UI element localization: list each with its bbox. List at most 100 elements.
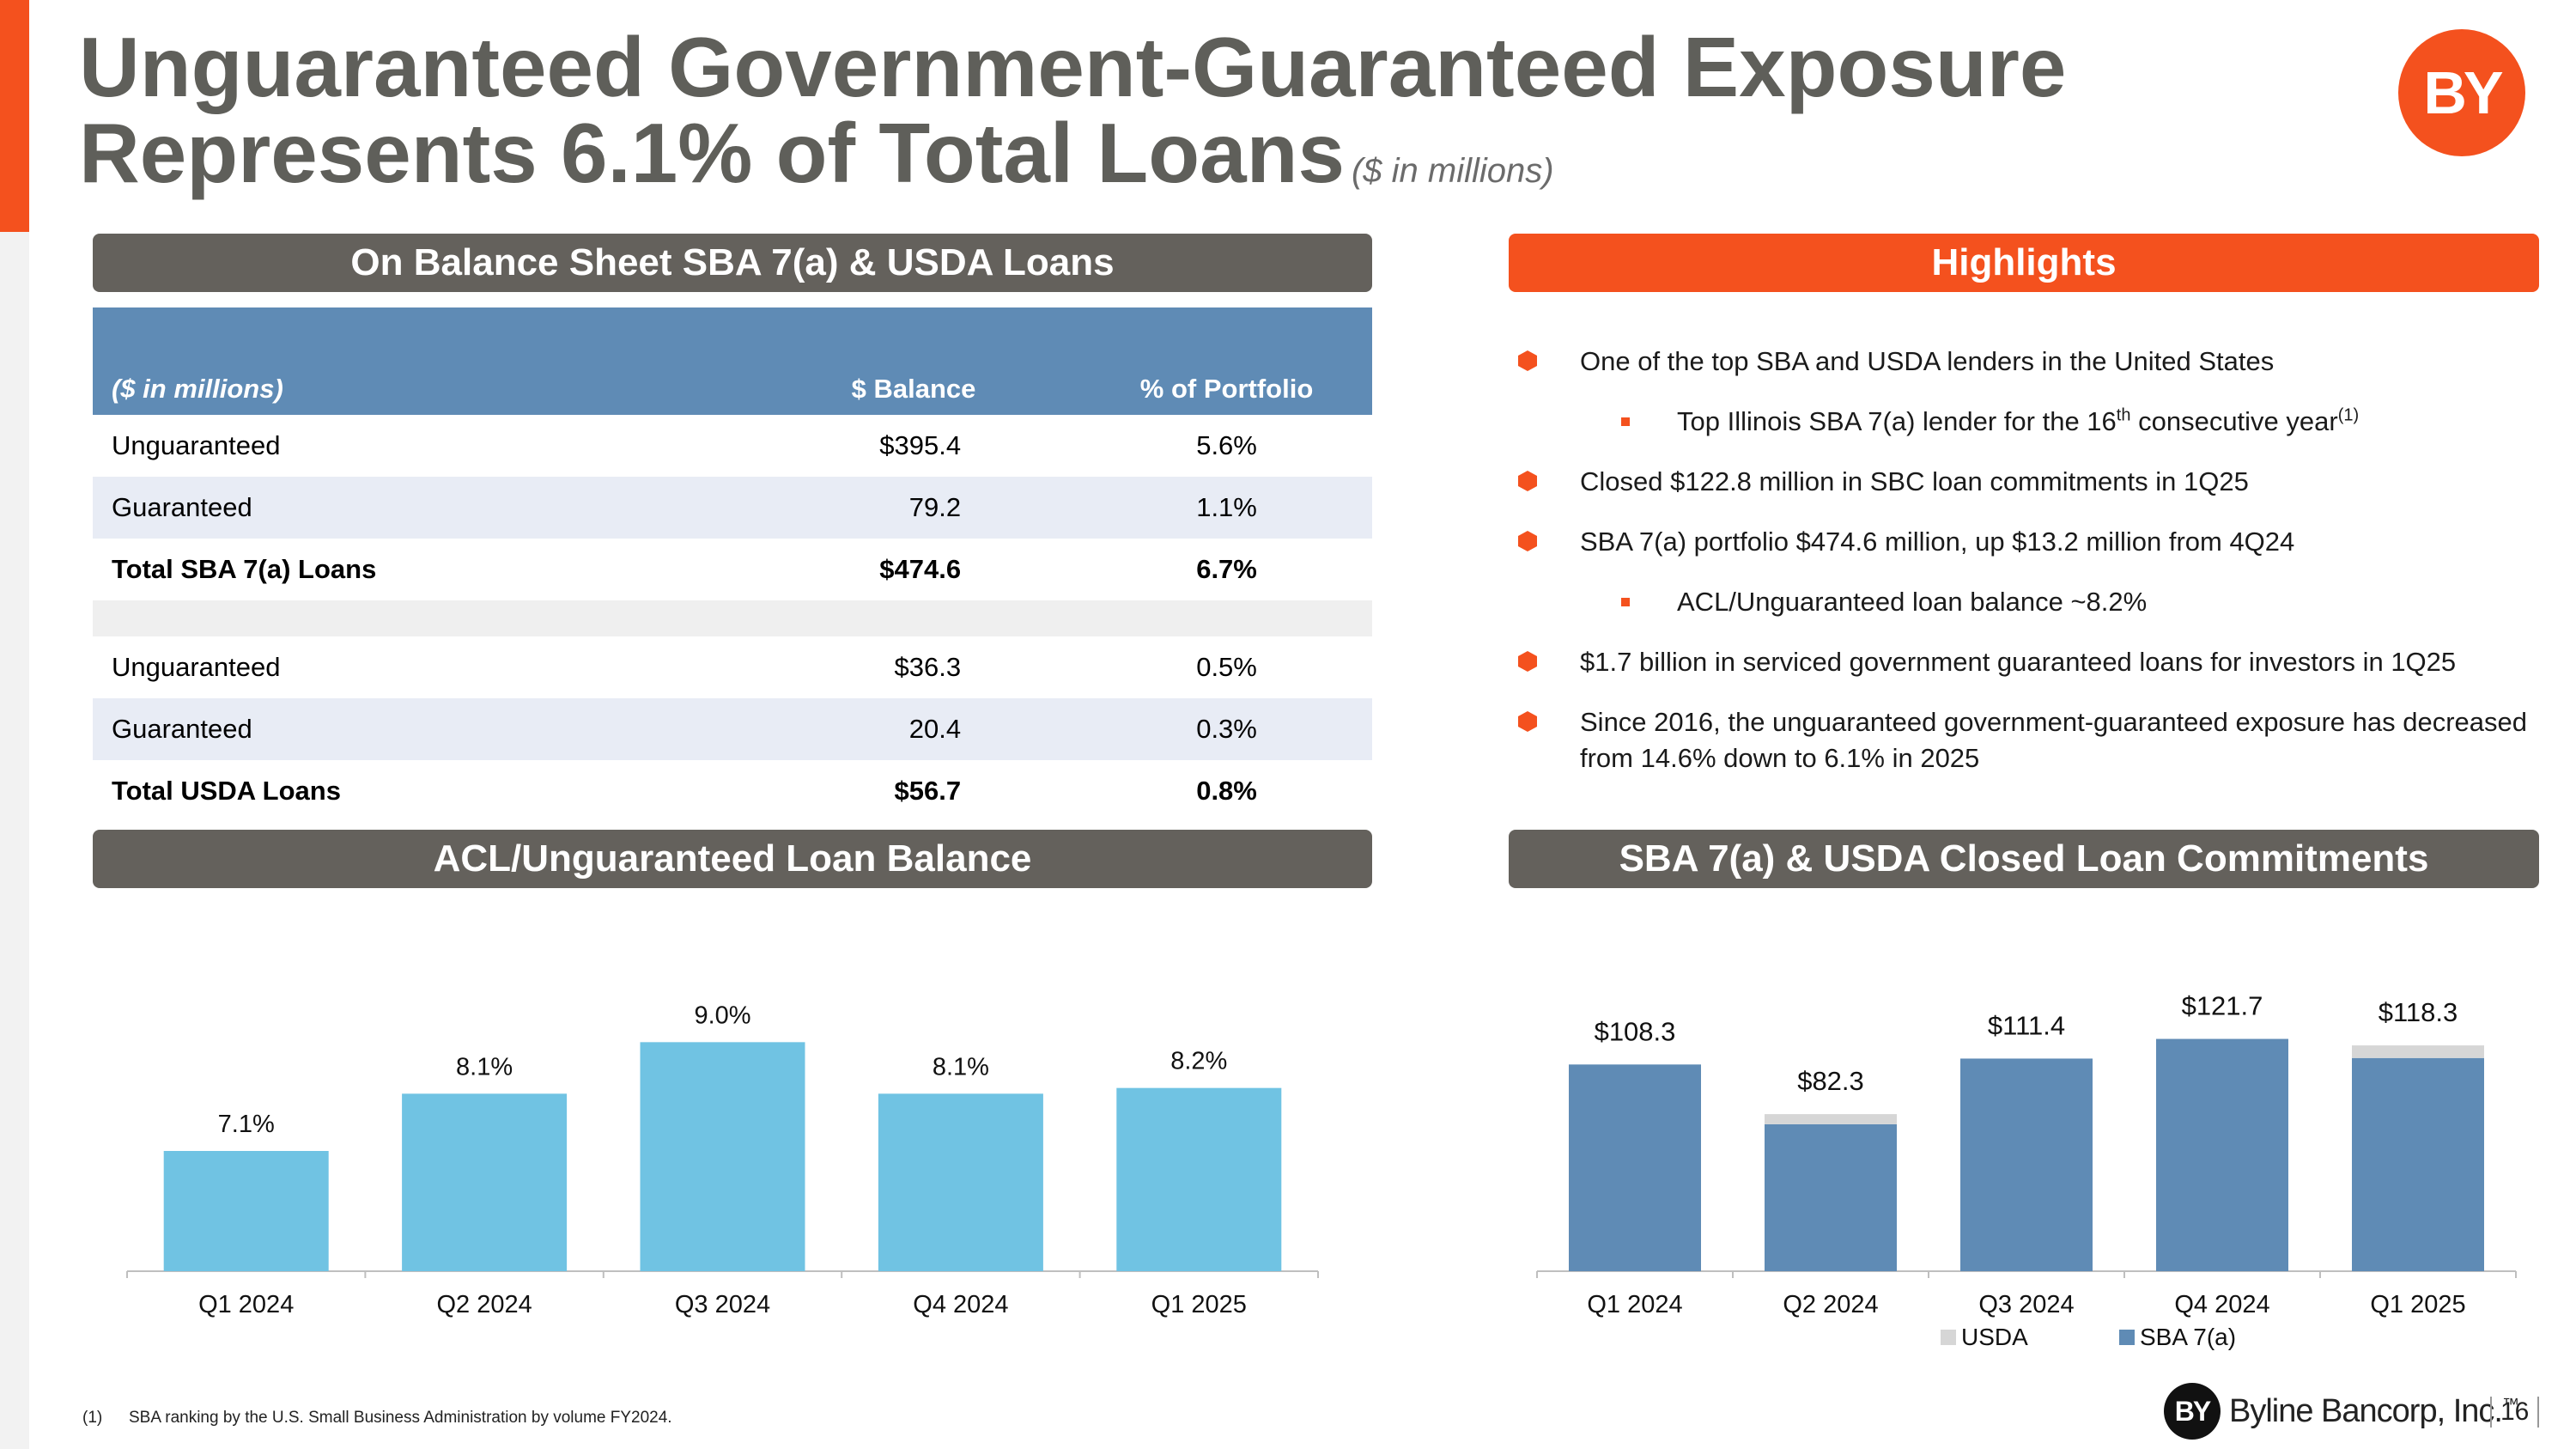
x-tick-label: Q1 2025 xyxy=(2370,1291,2465,1318)
highlight-item: Closed $122.8 million in SBC loan commit… xyxy=(1518,464,2549,524)
data-label: $111.4 xyxy=(1988,1010,2065,1040)
hexagon-bullet-icon xyxy=(1518,531,1537,551)
row-label: Total SBA 7(a) Loans xyxy=(112,554,377,584)
highlight-text: SBA 7(a) portfolio $474.6 million, up $1… xyxy=(1580,527,2295,557)
accent-bar xyxy=(0,0,29,232)
table-row: Total SBA 7(a) Loans $474.6 6.7% xyxy=(93,539,1372,600)
bar xyxy=(878,1093,1043,1271)
table-row: Guaranteed 79.2 1.1% xyxy=(93,477,1372,539)
data-label: $108.3 xyxy=(1595,1016,1676,1046)
row-label: Unguaranteed xyxy=(112,652,281,682)
row-label: Guaranteed xyxy=(93,698,745,760)
balance-cell: $36.3 xyxy=(894,652,962,682)
row-label: Unguaranteed xyxy=(112,430,281,460)
highlight-text: $1.7 billion in serviced government guar… xyxy=(1580,647,2457,677)
data-label: 8.1% xyxy=(456,1053,513,1081)
bar-sba xyxy=(1960,1058,2093,1271)
company-name: Byline Bancorp, Inc.™ xyxy=(2229,1392,2519,1430)
table-row: Total USDA Loans $56.7 0.8% xyxy=(93,760,1372,822)
table-row: Guaranteed 20.4 0.3% xyxy=(93,698,1372,760)
x-tick-label: Q3 2024 xyxy=(675,1291,770,1318)
page-title: Unguaranteed Government-Guaranteed Expos… xyxy=(79,24,2066,214)
legend-swatch-sba xyxy=(2119,1330,2135,1345)
x-tick-label: Q1 2024 xyxy=(198,1291,294,1318)
loans-table: ($ in millions) $ Balance % of Portfolio… xyxy=(93,307,1372,822)
page-number: 16 xyxy=(2490,1397,2540,1428)
percent-cell: 0.5% xyxy=(1196,652,1257,682)
highlight-item: Since 2016, the unguaranteed government-… xyxy=(1518,704,2549,776)
table-row: Unguaranteed $36.3 0.5% xyxy=(93,636,1372,698)
highlight-item: One of the top SBA and USDA lenders in t… xyxy=(1518,344,2549,404)
percent-cell: 1.1% xyxy=(1081,477,1372,539)
footnote-ref: (1) xyxy=(2337,405,2360,425)
highlight-text: Closed $122.8 million in SBC loan commit… xyxy=(1580,466,2249,496)
table-header-row: ($ in millions) $ Balance % of Portfolio xyxy=(93,307,1372,415)
highlight-text: Since 2016, the unguaranteed government-… xyxy=(1580,707,2528,773)
data-label: 9.0% xyxy=(694,1002,750,1029)
spacer-cell xyxy=(745,600,1082,636)
hexagon-bullet-icon xyxy=(1518,350,1537,371)
table-spacer-row xyxy=(93,600,1372,636)
footnote-text: SBA ranking by the U.S. Small Business A… xyxy=(129,1409,672,1427)
square-bullet-icon xyxy=(1621,598,1630,606)
column-header: ($ in millions) xyxy=(93,307,745,415)
data-label: 7.1% xyxy=(218,1111,275,1138)
highlight-item: SBA 7(a) portfolio $474.6 million, up $1… xyxy=(1518,524,2549,584)
title-line-2: Represents 6.1% of Total Loans xyxy=(79,106,1345,200)
balance-cell: 20.4 xyxy=(745,698,1082,760)
superscript: th xyxy=(2116,405,2131,425)
footer-logo-mark: BY xyxy=(2164,1383,2221,1440)
column-header: % of Portfolio xyxy=(1081,307,1372,415)
highlight-subitem: ACL/Unguaranteed loan balance ~8.2% xyxy=(1518,584,2549,644)
row-label: Total USDA Loans xyxy=(112,776,341,806)
balance-cell: 79.2 xyxy=(745,477,1082,539)
table-row: Unguaranteed $395.4 5.6% xyxy=(93,415,1372,477)
table-section-header: On Balance Sheet SBA 7(a) & USDA Loans xyxy=(93,234,1372,292)
trademark: ™ xyxy=(2501,1394,2519,1414)
highlights-list: One of the top SBA and USDA lenders in t… xyxy=(1518,344,2549,776)
data-label: $121.7 xyxy=(2182,991,2263,1021)
percent-cell: 0.3% xyxy=(1081,698,1372,760)
side-strip xyxy=(0,232,29,1449)
legend-swatch-usda xyxy=(1941,1330,1956,1345)
commitments-section-header: SBA 7(a) & USDA Closed Loan Commitments xyxy=(1509,830,2539,888)
title-subtitle: ($ in millions) xyxy=(1351,152,1554,190)
highlights-section-header: Highlights xyxy=(1509,234,2539,292)
percent-cell: 6.7% xyxy=(1196,554,1257,584)
bar xyxy=(402,1093,568,1271)
data-label: $118.3 xyxy=(2379,997,2458,1027)
highlight-text: One of the top SBA and USDA lenders in t… xyxy=(1580,346,2275,376)
data-label: 8.1% xyxy=(933,1053,989,1081)
data-label: $82.3 xyxy=(1797,1066,1864,1096)
company-logo: BY xyxy=(2398,29,2525,156)
data-label: 8.2% xyxy=(1170,1048,1227,1075)
balance-cell: $395.4 xyxy=(879,430,962,460)
column-header: $ Balance xyxy=(745,307,1082,415)
legend-label: SBA 7(a) xyxy=(2140,1324,2236,1350)
spacer-cell xyxy=(1081,600,1372,636)
bar xyxy=(163,1151,329,1271)
bar-sba xyxy=(2352,1057,2484,1271)
x-tick-label: Q2 2024 xyxy=(436,1291,532,1318)
x-tick-label: Q1 2025 xyxy=(1151,1291,1247,1318)
bar-sba xyxy=(1765,1123,1897,1271)
hexagon-bullet-icon xyxy=(1518,471,1537,491)
x-tick-label: Q2 2024 xyxy=(1783,1291,1878,1318)
bar xyxy=(1116,1087,1282,1271)
title-line-1: Unguaranteed Government-Guaranteed Expos… xyxy=(79,20,2067,114)
footer-logo: BY Byline Bancorp, Inc.™ xyxy=(2164,1383,2519,1440)
balance-cell: $474.6 xyxy=(879,554,962,584)
highlight-text: ACL/Unguaranteed loan balance ~8.2% xyxy=(1677,587,2148,617)
x-tick-label: Q3 2024 xyxy=(1978,1291,2074,1318)
acl-bar-chart: 7.1% Q1 2024 8.1% Q2 2024 9.0% Q3 2024 8.1% Q4 … xyxy=(126,1002,1319,1318)
hexagon-bullet-icon xyxy=(1518,651,1537,672)
bar-usda xyxy=(1765,1114,1897,1124)
highlight-item: $1.7 billion in serviced government guar… xyxy=(1518,644,2549,704)
footnote: (1) SBA ranking by the U.S. Small Busines… xyxy=(82,1409,672,1428)
x-tick-label: Q4 2024 xyxy=(2174,1291,2269,1318)
company-name-text: Byline Bancorp, Inc. xyxy=(2229,1392,2503,1429)
percent-cell: 0.8% xyxy=(1196,776,1257,806)
spacer-cell xyxy=(93,600,745,636)
footnote-number: (1) xyxy=(82,1409,103,1427)
square-bullet-icon xyxy=(1621,417,1630,426)
